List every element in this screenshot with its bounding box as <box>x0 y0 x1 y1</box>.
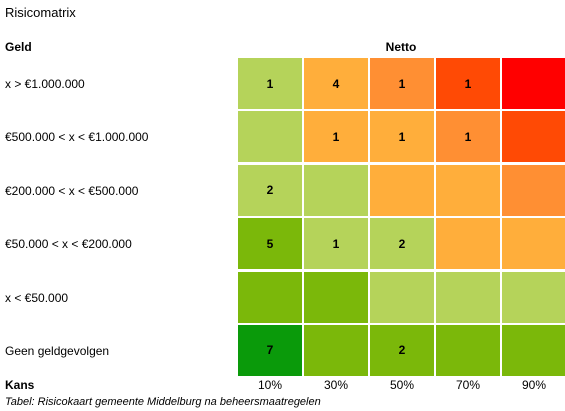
matrix-cell <box>502 111 565 163</box>
matrix-cell <box>370 164 434 216</box>
matrix-cell: 4 <box>304 58 368 109</box>
row-header: Geld <box>5 40 32 54</box>
column-label: 30% <box>323 378 349 392</box>
matrix-cell: 7 <box>238 324 302 376</box>
matrix-cell <box>436 324 500 376</box>
matrix-cell: 2 <box>370 218 434 270</box>
row-label: x > €1.000.000 <box>5 77 85 91</box>
column-label: 10% <box>257 378 283 392</box>
matrix-cell: 1 <box>436 58 500 109</box>
column-header: Netto <box>385 40 417 54</box>
matrix-cell: 1 <box>436 111 500 163</box>
matrix-cell: 2 <box>238 164 302 216</box>
column-label: 50% <box>389 378 415 392</box>
matrix-cell <box>502 271 565 323</box>
matrix-cell: 1 <box>370 58 434 109</box>
matrix-cell <box>304 324 368 376</box>
matrix-cell <box>436 271 500 323</box>
matrix-cell: 1 <box>238 58 302 109</box>
matrix-cell: 1 <box>304 218 368 270</box>
matrix-cell <box>436 218 500 270</box>
row-label: Geen geldgevolgen <box>5 344 110 358</box>
matrix-cell: 1 <box>304 111 368 163</box>
row-label: x < €50.000 <box>5 290 69 305</box>
row-label: €200.000 < x < €500.000 <box>5 183 139 198</box>
matrix-cell <box>370 271 434 323</box>
matrix-title: Risicomatrix <box>5 5 76 20</box>
column-label: 70% <box>455 378 481 392</box>
row-label: €500.000 < x < €1.000.000 <box>5 130 149 145</box>
matrix-cell: 2 <box>370 324 434 376</box>
matrix-cell: 1 <box>370 111 434 163</box>
column-label: 90% <box>521 378 547 392</box>
column-labels: 10% 30% 50% 70% 90% <box>238 378 565 392</box>
matrix-cell: 5 <box>238 218 302 270</box>
table-caption: Tabel: Risicokaart gemeente Middelburg n… <box>5 396 321 408</box>
matrix-cell <box>238 111 302 163</box>
matrix-cell <box>304 271 368 323</box>
matrix-cell <box>238 271 302 323</box>
matrix-cell <box>304 164 368 216</box>
row-label: €50.000 < x < €200.000 <box>5 237 132 252</box>
x-axis-label: Kans <box>5 378 35 392</box>
matrix-cell <box>502 58 565 109</box>
matrix-cell <box>502 164 565 216</box>
matrix-cell <box>502 324 565 376</box>
matrix-cell <box>436 164 500 216</box>
matrix-cell <box>502 218 565 270</box>
